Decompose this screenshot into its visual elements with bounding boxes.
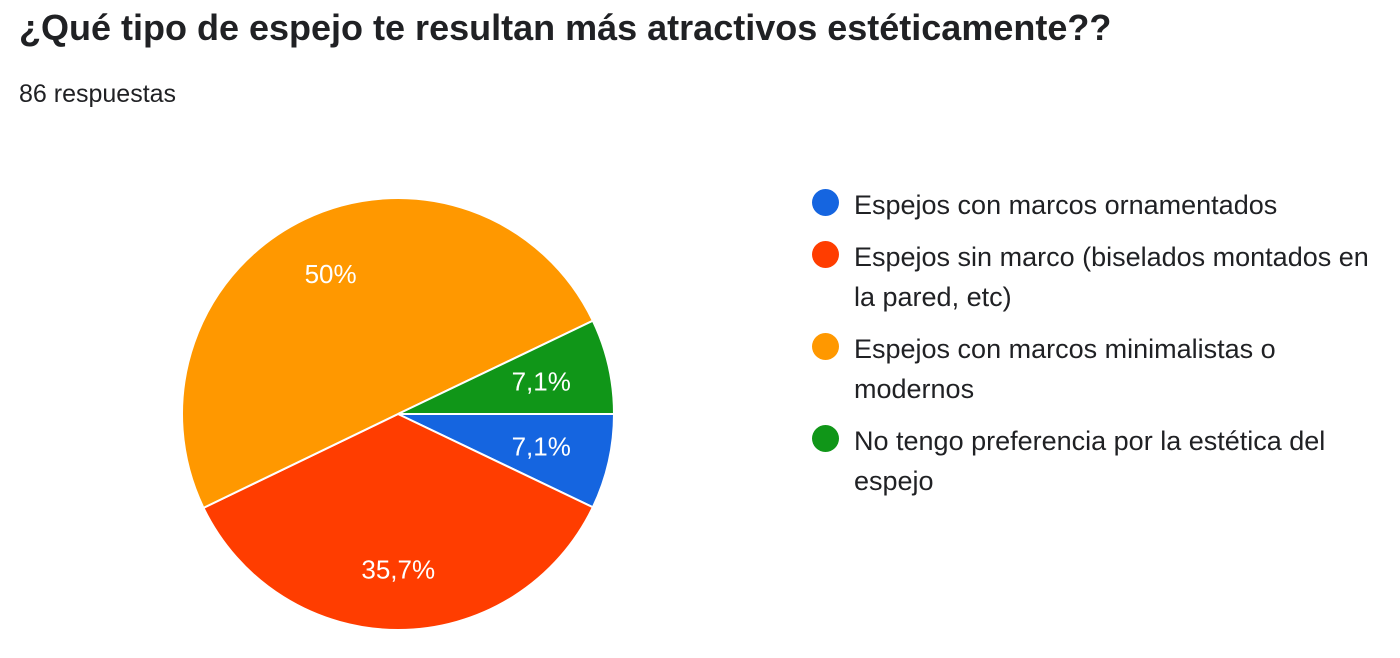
pie-slice-label-0: 7,1% <box>512 432 571 462</box>
legend-label-1: Espejos sin marco (biselados montados en… <box>854 242 1369 312</box>
legend-swatch-0 <box>812 189 839 216</box>
legend-item-3[interactable]: No tengo preferencia por la estética del… <box>812 421 1392 501</box>
pie-slice-1[interactable] <box>202 412 595 631</box>
legend-label-2: Espejos con marcos minimalistas o modern… <box>854 334 1276 404</box>
legend-swatch-1 <box>812 241 839 268</box>
chart-legend: Espejos con marcos ornamentados Espejos s… <box>812 185 1392 513</box>
legend-swatch-2 <box>812 333 839 360</box>
pie-slice-3[interactable] <box>397 319 616 415</box>
pie-slice-2[interactable] <box>181 197 595 510</box>
chart-title: ¿Qué tipo de espejo te resultan más atra… <box>19 7 1112 48</box>
legend-item-1[interactable]: Espejos sin marco (biselados montados en… <box>812 237 1392 317</box>
legend-label-3: No tengo preferencia por la estética del… <box>854 426 1326 496</box>
legend-item-2[interactable]: Espejos con marcos minimalistas o modern… <box>812 329 1392 409</box>
response-count: 86 respuestas <box>19 80 177 108</box>
legend-swatch-3 <box>812 425 839 452</box>
pie-chart: 7,1% 35,7% 50% 7,1% <box>181 197 616 631</box>
pie-slice-label-3: 7,1% <box>512 366 571 396</box>
legend-item-0[interactable]: Espejos con marcos ornamentados <box>812 185 1392 225</box>
pie-slice-label-1: 35,7% <box>361 555 435 585</box>
legend-label-0: Espejos con marcos ornamentados <box>854 190 1278 220</box>
pie-slice-label-2: 50% <box>305 259 357 289</box>
